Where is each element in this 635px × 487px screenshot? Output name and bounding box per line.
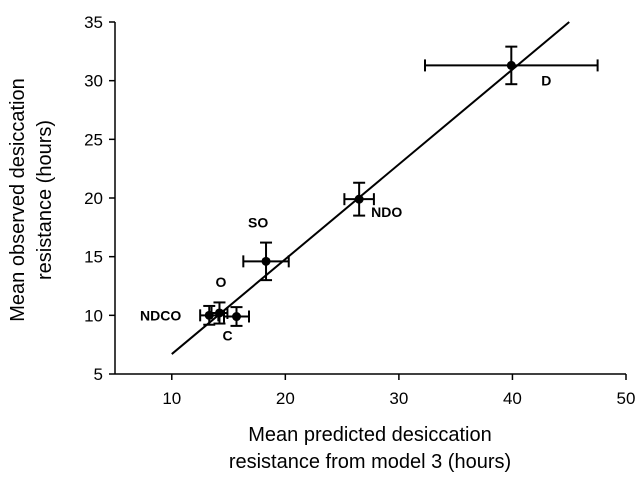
x-tick-label: 40 (503, 389, 522, 408)
x-tick-label: 20 (276, 389, 295, 408)
y-tick-label: 20 (84, 189, 103, 208)
plot-area: 10 20 30 40 50 5 10 15 20 25 30 35 D NDO SO O NDCO C (84, 13, 635, 408)
regression-line (171, 21, 570, 355)
y-tick-label: 5 (94, 365, 103, 384)
y-tick-label: 30 (84, 72, 103, 91)
point-marker (354, 194, 364, 204)
data-point: D (424, 45, 599, 88)
data-point: C (223, 306, 250, 344)
y-tick-label: 35 (84, 13, 103, 32)
point-label: C (223, 328, 233, 344)
y-tick-label: 10 (84, 306, 103, 325)
point-marker (506, 60, 516, 70)
x-ticks: 10 20 30 40 50 (162, 374, 635, 408)
y-tick-label: 25 (84, 130, 103, 149)
data-point: NDCO (140, 304, 220, 326)
point-marker (261, 256, 271, 266)
x-tick-label: 30 (389, 389, 408, 408)
y-axis-title-line-1: Mean observed desiccation (7, 78, 29, 321)
data-point: SO (242, 214, 290, 282)
point-label: SO (248, 214, 268, 230)
point-marker (204, 310, 214, 320)
y-axis-title-line-2: resistance (hours) (34, 120, 56, 280)
x-axis-title-line-1: Mean predicted desiccation (248, 424, 491, 446)
data-points: D NDO SO O NDCO C (140, 45, 599, 344)
y-ticks: 5 10 15 20 25 30 35 (84, 13, 115, 384)
data-point: O (210, 274, 229, 325)
point-label: NDO (371, 204, 402, 220)
data-point: NDO (343, 181, 402, 220)
point-label: D (541, 72, 551, 88)
x-tick-label: 50 (617, 389, 635, 408)
point-marker (232, 312, 242, 322)
point-label: NDCO (140, 307, 181, 323)
x-tick-label: 10 (162, 389, 181, 408)
y-tick-label: 15 (84, 248, 103, 267)
point-label: O (215, 274, 226, 290)
x-axis-title-line-2: resistance from model 3 (hours) (229, 451, 511, 473)
